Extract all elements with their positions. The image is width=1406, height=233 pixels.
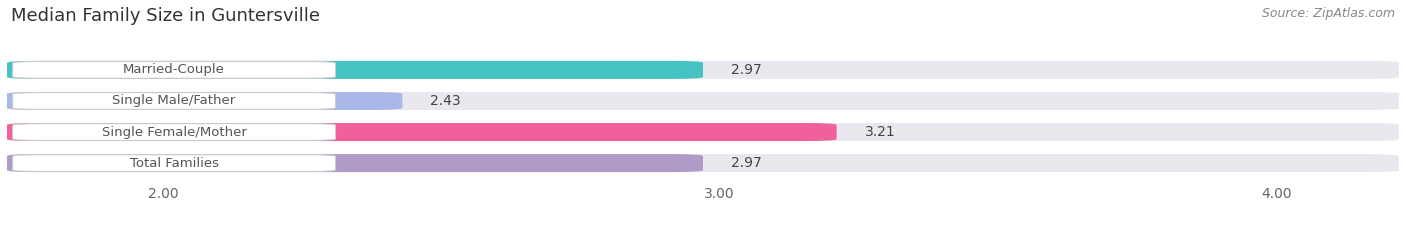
Text: 2.43: 2.43 [430,94,461,108]
Text: Median Family Size in Guntersville: Median Family Size in Guntersville [11,7,321,25]
FancyBboxPatch shape [7,154,1399,172]
FancyBboxPatch shape [13,93,336,109]
Text: Total Families: Total Families [129,157,218,170]
Text: 2.97: 2.97 [731,63,762,77]
Text: 3.21: 3.21 [865,125,896,139]
Text: 2.97: 2.97 [731,156,762,170]
FancyBboxPatch shape [7,92,1399,110]
FancyBboxPatch shape [7,123,1399,141]
FancyBboxPatch shape [7,123,837,141]
FancyBboxPatch shape [7,61,1399,79]
FancyBboxPatch shape [13,62,336,78]
Text: Single Male/Father: Single Male/Father [112,94,236,107]
Text: Married-Couple: Married-Couple [124,63,225,76]
FancyBboxPatch shape [13,124,336,140]
FancyBboxPatch shape [7,154,703,172]
FancyBboxPatch shape [13,155,336,171]
Text: Single Female/Mother: Single Female/Mother [101,126,246,139]
FancyBboxPatch shape [7,92,402,110]
Text: Source: ZipAtlas.com: Source: ZipAtlas.com [1261,7,1395,20]
FancyBboxPatch shape [7,61,703,79]
